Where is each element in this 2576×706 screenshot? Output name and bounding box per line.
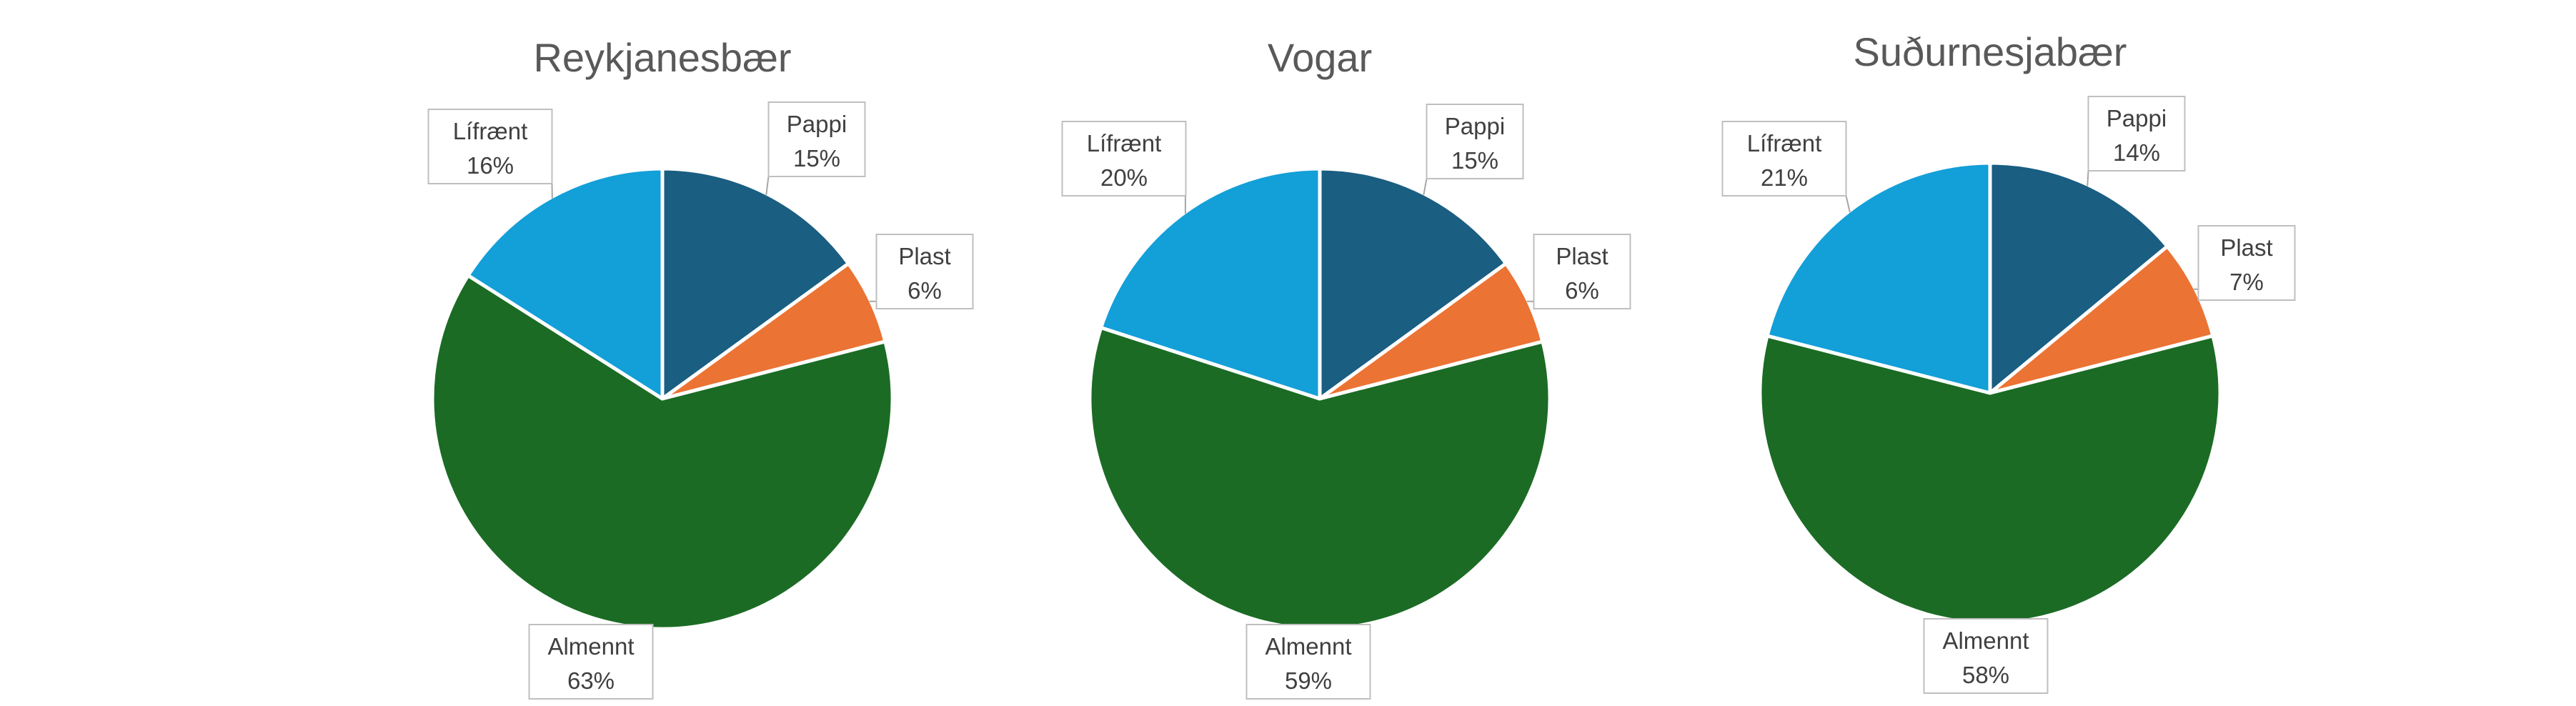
- pie-chart-sudurnesjabaer: Suðurnesjabær Pappi 14% Plast 7% Almennt 58% Lí…: [1721, 29, 2296, 694]
- data-label-box: [1426, 104, 1524, 179]
- data-label-category: Almennt: [547, 633, 634, 660]
- data-label-almennt: Almennt 59%: [1245, 624, 1371, 700]
- data-label-value: 6%: [1565, 277, 1599, 304]
- data-label-lifraent: Lífrænt 16%: [427, 109, 553, 184]
- data-label-category: Plast: [2220, 234, 2272, 261]
- data-label-value: 20%: [1100, 164, 1148, 191]
- data-label-category: Plast: [898, 243, 950, 269]
- data-label-plast: Plast 6%: [1533, 234, 1631, 309]
- data-label-box: [1245, 624, 1371, 700]
- data-label-box: [2087, 96, 2186, 171]
- data-label-almennt: Almennt 63%: [528, 624, 654, 700]
- data-label-category: Plast: [1556, 243, 1608, 269]
- data-label-plast: Plast 7%: [2197, 225, 2296, 301]
- data-label-category: Almennt: [1265, 633, 1351, 660]
- data-label-box: [427, 109, 553, 184]
- chart-title: Reykjanesbær: [533, 35, 791, 80]
- chart-title: Vogar: [1268, 35, 1372, 80]
- data-label-plast: Plast 6%: [875, 234, 974, 309]
- data-label-box: [1533, 234, 1631, 309]
- data-label-box: [1923, 618, 2049, 694]
- data-label-category: Pappi: [2107, 105, 2167, 131]
- data-label-box: [1061, 121, 1187, 197]
- data-label-value: 58%: [1962, 662, 2009, 688]
- data-label-value: 63%: [567, 667, 615, 694]
- data-label-box: [875, 234, 974, 309]
- data-label-box: [767, 101, 866, 177]
- pie-chart-vogar: Vogar Pappi 15% Plast 6% Almennt 59% Lífrænt 20%: [1061, 35, 1631, 700]
- label-leader-line: [765, 176, 770, 196]
- data-label-pappi: Pappi 15%: [1426, 104, 1524, 179]
- data-label-value: 16%: [467, 152, 514, 179]
- label-leader-line: [1845, 195, 1851, 213]
- data-label-value: 6%: [907, 277, 942, 304]
- data-label-lifraent: Lífrænt 21%: [1721, 121, 1847, 197]
- data-label-value: 59%: [1285, 667, 1332, 694]
- data-label-value: 14%: [2113, 139, 2160, 166]
- pie-chart-reykjanesbaer: Reykjanesbær Pappi 15% Plast 6% Almennt 63% Líf…: [427, 35, 974, 700]
- data-label-lifraent: Lífrænt 20%: [1061, 121, 1187, 197]
- chart-title: Suðurnesjabær: [1854, 29, 2127, 74]
- data-label-category: Pappi: [787, 111, 847, 137]
- data-label-pappi: Pappi 14%: [2087, 96, 2186, 171]
- data-label-value: 15%: [1451, 147, 1498, 174]
- data-label-almennt: Almennt 58%: [1923, 618, 2049, 694]
- label-leader-line: [2087, 170, 2089, 187]
- data-label-pappi: Pappi 15%: [767, 101, 866, 177]
- pie-slice-lifraent: [1099, 166, 1322, 401]
- data-label-box: [528, 624, 654, 700]
- data-label-value: 7%: [2229, 269, 2264, 295]
- data-label-category: Lífrænt: [1087, 130, 1162, 156]
- data-label-box: [2197, 225, 2296, 301]
- label-leader-line: [1423, 178, 1428, 196]
- data-label-category: Pappi: [1445, 113, 1505, 139]
- data-label-box: [1721, 121, 1847, 197]
- data-label-category: Lífrænt: [453, 118, 528, 144]
- data-label-category: Lífrænt: [1747, 130, 1822, 156]
- data-label-value: 15%: [793, 145, 840, 171]
- data-label-category: Almennt: [1942, 627, 2029, 654]
- data-label-value: 21%: [1761, 164, 1808, 191]
